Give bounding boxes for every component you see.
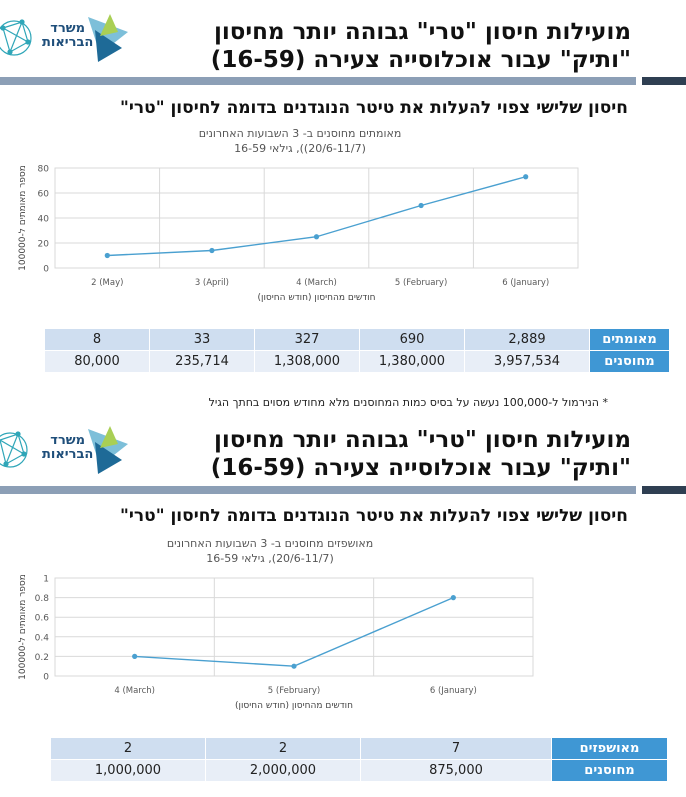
y-tick-label: 0: [43, 673, 49, 683]
slide-title: מועילות חיסון "טרי" גבוהה יותר מחיסון "ו…: [211, 426, 631, 482]
chart-caption: מאושפזים מחוסנים ב- 3 השבועות האחרונים (…: [150, 536, 390, 566]
slide-subtitle: חיסון שלישי צפוי להעלות את טיטר הנוגדנים…: [120, 98, 628, 118]
logo-text: משרד הבריאות: [42, 22, 93, 50]
logo-text: משרד הבריאות: [42, 434, 93, 462]
chart-caption-line1: מאושפזים מחוסנים ב- 3 השבועות האחרונים: [166, 537, 374, 550]
data-point: [523, 174, 529, 180]
plot-frame: [54, 577, 534, 677]
chart-caption: מאומתים מחוסנים ב- 3 השבועות האחרונים (2…: [170, 126, 430, 156]
confirmed-chart: 0 20 40 60 80 2 (May) 3 (April) 4 (March) 5 (Feb…: [10, 158, 590, 308]
logo-text-line2: הבריאות: [42, 447, 94, 462]
confirmed-table: 8 33 327 690 2,889 מאומתים 80,000 235,71…: [44, 328, 670, 373]
row-label-vaccinated: מחוסנים: [551, 759, 668, 782]
slide-1: משרד הבריאות מועילות חיסון "טרי" גבוהה י…: [0, 12, 686, 409]
ministry-of-health-logo: משרד הבריאות: [0, 12, 135, 67]
header-bar-dark: [642, 486, 686, 494]
logo-text-line1: משרד: [50, 433, 86, 448]
row-label-vaccinated: מחוסנים: [589, 350, 670, 373]
ministry-of-health-logo: משרד הבריאות: [0, 424, 135, 479]
table-cell: 2: [50, 737, 206, 760]
table-cell: 1,308,000: [254, 350, 360, 373]
x-tick-label: 4 (March): [114, 686, 155, 696]
table-row-hospitalized: 2 2 7 מאושפזים: [50, 737, 668, 760]
table-row-confirmed: 8 33 327 690 2,889 מאומתים: [44, 328, 670, 351]
slide-title-line1: מועילות חיסון "טרי" גבוהה יותר מחיסון: [213, 19, 631, 45]
chart-caption-line1: מאומתים מחוסנים ב- 3 השבועות האחרונים: [198, 127, 402, 140]
table-cell: 80,000: [44, 350, 150, 373]
x-axis-title: חודשים מהחיסון (חודש החיסון): [258, 293, 376, 303]
x-tick-label: 5 (February): [395, 278, 447, 288]
table-cell: 2,889: [464, 328, 590, 351]
ministry-bird-icon: [88, 14, 128, 62]
y-tick-label: 0.8: [35, 594, 50, 604]
y-tick-label: 20: [38, 240, 50, 250]
header-bar-dark: [642, 77, 686, 85]
y-tick-label: 0.4: [35, 633, 50, 643]
slide-subtitle: חיסון שלישי צפוי להעלות את טיטר הנוגדנים…: [120, 506, 628, 526]
x-tick-label: 2 (May): [91, 278, 123, 288]
table-cell: 8: [44, 328, 150, 351]
table-cell: 2: [205, 737, 361, 760]
x-tick-label: 6 (January): [502, 278, 549, 288]
logo-text-line1: משרד: [50, 21, 86, 36]
y-tick-label: 0: [43, 265, 49, 275]
slide-title-line2: "ותיק" עבור אוכלוסייה צעירה (16-59): [210, 47, 631, 73]
data-point: [313, 234, 320, 240]
x-tick-label: 5 (February): [268, 686, 320, 696]
row-label-confirmed: מאומתים: [589, 328, 670, 351]
table-row-vaccinated: 1,000,000 2,000,000 875,000 מחוסנים: [50, 759, 668, 782]
table-cell: 327: [254, 328, 360, 351]
slide-title: מועילות חיסון "טרי" גבוהה יותר מחיסון "ו…: [211, 18, 631, 74]
header-bar-light: [0, 486, 636, 494]
x-tick-label: 4 (March): [296, 278, 337, 288]
table-cell: 3,957,534: [464, 350, 590, 373]
x-tick-label: 3 (April): [195, 278, 229, 288]
data-point: [104, 252, 110, 259]
logo-text-line2: הבריאות: [42, 35, 94, 50]
data-point: [209, 247, 215, 254]
hospitalized-table: 2 2 7 מאושפזים 1,000,000 2,000,000 875,0…: [50, 737, 668, 782]
data-point: [291, 663, 297, 669]
y-tick-label: 80: [38, 165, 50, 175]
y-tick-label: 0.6: [35, 614, 50, 624]
row-label-hospitalized: מאושפזים: [551, 737, 668, 760]
table-cell: 875,000: [360, 759, 552, 782]
hospitalized-chart-svg: 0 0.2 0.4 0.6 0.8 1 4 (March) 5 (February) 6 (Ja…: [18, 574, 534, 711]
y-tick-label: 0.2: [35, 653, 49, 663]
table-cell: 7: [360, 737, 552, 760]
slide-title-line2: "ותיק" עבור אוכלוסייה צעירה (16-59): [210, 455, 631, 481]
ministry-bird-icon: [88, 426, 128, 474]
chart-caption-line2: (20/6-11/7), גילאי 16-59: [206, 552, 334, 565]
x-axis-title: חודשים מהחיסון (חודש החיסון): [235, 701, 353, 711]
table-cell: 33: [149, 328, 255, 351]
slide-2: משרד הבריאות מועילות חיסון "טרי" גבוהה י…: [0, 414, 686, 797]
data-point: [418, 202, 424, 209]
chart-caption-line2: (20/6-11/7)), גילאי 16-59: [234, 142, 366, 155]
footnote: * הנירמול ל-100,000 נעשה על בסיס כמות המ…: [208, 396, 608, 409]
x-tick-label: 6 (January): [430, 686, 477, 696]
table-row-vaccinated: 80,000 235,714 1,308,000 1,380,000 3,957…: [44, 350, 670, 373]
table-cell: 1,380,000: [359, 350, 465, 373]
confirmed-chart-svg: 0 20 40 60 80 2 (May) 3 (April) 4 (March) 5 (Feb…: [18, 165, 579, 303]
table-cell: 235,714: [149, 350, 255, 373]
data-point: [132, 653, 138, 659]
network-emblem-icon: [0, 19, 32, 56]
data-point: [450, 595, 456, 601]
y-tick-label: 40: [38, 215, 50, 225]
y-tick-label: 60: [38, 190, 50, 200]
y-tick-label: 1: [43, 575, 49, 585]
table-cell: 690: [359, 328, 465, 351]
table-cell: 2,000,000: [205, 759, 361, 782]
header-bar-light: [0, 77, 636, 85]
y-axis-title: מספר מאומתים ל-100000: [18, 574, 28, 680]
slide-title-line1: מועילות חיסון "טרי" גבוהה יותר מחיסון: [213, 427, 631, 453]
network-emblem-icon: [0, 431, 28, 468]
series-line: [107, 176, 526, 257]
y-axis-title: מספר מאומתים ל-100000: [18, 165, 28, 271]
hospitalized-chart: 0 0.2 0.4 0.6 0.8 1 4 (March) 5 (February) 6 (Ja…: [10, 570, 550, 724]
table-cell: 1,000,000: [50, 759, 206, 782]
